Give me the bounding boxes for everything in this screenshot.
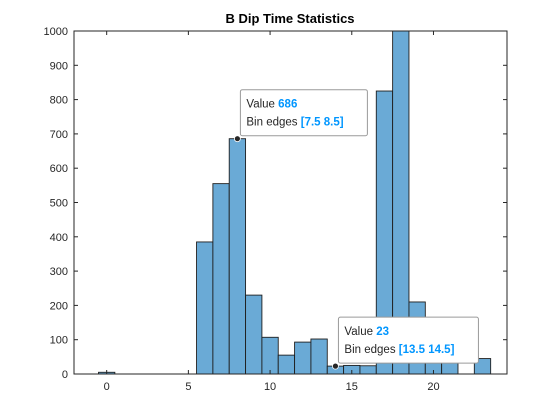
y-tick-label: 200: [50, 300, 68, 312]
datatip: Value 23 Bin edges [13.5 14.5]: [332, 317, 478, 369]
histogram-bar: [311, 339, 327, 374]
chart-title: B Dip Time Statistics: [225, 11, 354, 26]
y-tick-label: 500: [50, 198, 68, 210]
datatip-edges-line: Bin edges [13.5 14.5]: [344, 344, 454, 356]
y-tick-label: 400: [50, 232, 68, 244]
y-tick-label: 100: [50, 335, 68, 347]
datatip-edges: [13.5 14.5]: [399, 344, 455, 356]
y-tick-label: 700: [50, 129, 68, 141]
x-tick-label: 15: [346, 381, 358, 393]
x-tick-label: 0: [104, 381, 110, 393]
histogram-bar: [278, 355, 294, 374]
datatip-edges-label: Bin edges: [344, 344, 398, 356]
histogram-bar: [360, 366, 376, 374]
y-tick-label: 900: [50, 60, 68, 72]
datatip-marker: [234, 136, 240, 142]
histogram-bar: [197, 242, 213, 374]
datatip-box: [240, 90, 367, 136]
datatip-value: 686: [278, 99, 297, 111]
x-tick-label: 10: [264, 381, 276, 393]
y-tick-label: 0: [62, 369, 68, 381]
datatip-value: 23: [376, 326, 389, 338]
y-tick-label: 1000: [44, 26, 68, 38]
histogram-bar: [295, 342, 311, 374]
y-tick-label: 800: [50, 95, 68, 107]
datatip-value-label: Value: [246, 99, 278, 111]
histogram-bar: [246, 295, 262, 374]
histogram-bar: [229, 139, 245, 374]
y-tick-label: 300: [50, 266, 68, 278]
datatip-value-label: Value: [344, 326, 376, 338]
histogram-bar: [262, 337, 278, 374]
histogram-bar: [213, 184, 229, 374]
datatip-box: [338, 317, 478, 363]
x-tick-label: 20: [427, 381, 439, 393]
datatip-value-line: Value 23: [344, 326, 389, 338]
datatip: Value 686 Bin edges [7.5 8.5]: [234, 90, 367, 142]
datatip-edges-label: Bin edges: [246, 117, 300, 129]
datatip-edges-line: Bin edges [7.5 8.5]: [246, 117, 343, 129]
datatip-marker: [332, 363, 338, 369]
x-tick-label: 5: [185, 381, 191, 393]
datatip-edges: [7.5 8.5]: [301, 117, 344, 129]
datatip-value-line: Value 686: [246, 99, 297, 111]
y-tick-label: 600: [50, 163, 68, 175]
